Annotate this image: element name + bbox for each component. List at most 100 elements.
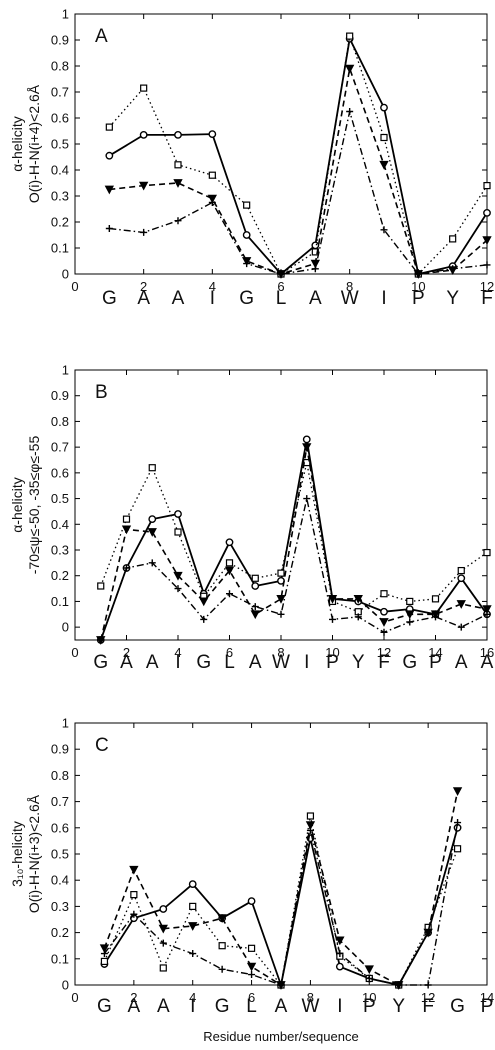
data-point-triangle xyxy=(482,605,492,614)
data-point-triangle xyxy=(207,194,217,204)
data-point-circle xyxy=(457,574,466,583)
series-line xyxy=(100,446,488,641)
x-tick-label: 16 xyxy=(480,645,494,660)
x-tick-label: 8 xyxy=(307,990,314,1005)
x-tick-label: 2 xyxy=(140,279,147,294)
data-point-circle xyxy=(225,538,234,547)
sequence-letter: W xyxy=(272,652,290,673)
data-point-square xyxy=(431,595,440,603)
y-axis-label: α-helicityO(i)-H-N(i+4)<2.6Å xyxy=(9,84,42,203)
sequence-letter: A xyxy=(249,652,262,673)
sequence-letter: A xyxy=(137,288,150,309)
data-point-triangle xyxy=(335,936,345,946)
sequence-letter: F xyxy=(378,652,390,673)
y-axis-label: α-helicity-70≤ψ≤-50, -35≤φ≤-55 xyxy=(9,436,42,575)
sequence-letter: I xyxy=(337,996,342,1017)
data-point-square xyxy=(208,171,216,179)
panel-c: 00.10.20.30.40.50.60.70.80.910 2 4 6 8 10 12 14… xyxy=(9,716,494,1018)
data-point-square xyxy=(306,812,315,820)
series-solid-circle xyxy=(100,823,462,989)
sequence-letter: F xyxy=(481,288,493,309)
data-point-plus xyxy=(140,228,148,236)
y-tick-label: 0.7 xyxy=(51,85,69,100)
sequence-letter: G xyxy=(93,652,108,673)
y-tick-label: 1 xyxy=(62,7,69,22)
series-dashed-triangle xyxy=(99,787,463,990)
data-point-circle xyxy=(139,130,148,139)
y-axis-label-line: 3₁₀-helicity xyxy=(9,821,25,887)
data-point-triangle xyxy=(276,594,286,604)
data-point-triangle xyxy=(158,924,168,934)
data-point-plus xyxy=(449,265,457,273)
panel-b: 00.10.20.30.40.50.60.70.80.910 2 4 6 8 10 12 14… xyxy=(9,363,494,674)
sequence-letter: G xyxy=(402,652,417,673)
series-line xyxy=(103,815,459,986)
y-tick-label: 0.4 xyxy=(51,163,69,178)
data-point-circle xyxy=(335,962,344,971)
data-point-plus xyxy=(454,819,462,827)
data-point-plus xyxy=(174,585,182,593)
data-point-square xyxy=(189,902,197,911)
y-tick-label: 0.8 xyxy=(51,414,69,429)
data-point-plus xyxy=(159,939,167,947)
data-point-circle xyxy=(242,231,251,239)
y-tick-label: 1 xyxy=(62,363,69,378)
series-dotted-square xyxy=(105,32,491,278)
data-point-square xyxy=(174,161,182,169)
data-point-triangle xyxy=(199,597,209,607)
data-point-square xyxy=(174,528,182,536)
sequence-letter: Y xyxy=(392,996,405,1017)
data-point-plus xyxy=(414,270,422,278)
x-tick-label: 8 xyxy=(277,645,284,660)
y-tick-label: 0.5 xyxy=(51,847,69,862)
y-axis-label: 3₁₀-helicityO(i)-H-N(i+3)<2.6Å xyxy=(9,794,42,913)
data-point-triangle xyxy=(217,914,227,924)
data-point-plus xyxy=(336,950,344,958)
series-line xyxy=(100,461,488,613)
data-point-square xyxy=(140,84,148,92)
y-tick-label: 0.5 xyxy=(51,491,69,506)
sequence-letter: Y xyxy=(446,288,459,309)
series-solid-circle xyxy=(96,435,491,644)
data-point-circle xyxy=(208,130,217,139)
data-point-plus xyxy=(130,910,138,918)
data-point-triangle xyxy=(188,922,198,931)
x-tick-label: 2 xyxy=(130,990,137,1005)
data-point-triangle xyxy=(327,594,338,604)
y-tick-label: 0.6 xyxy=(51,820,69,835)
data-point-plus xyxy=(200,615,208,623)
sequence-letter: W xyxy=(341,288,359,309)
data-point-square xyxy=(457,566,465,575)
sequence-letter: G xyxy=(102,288,117,309)
data-point-triangle xyxy=(305,821,316,831)
series-line xyxy=(109,67,488,275)
data-point-plus xyxy=(277,981,285,989)
data-point-plus xyxy=(432,613,439,621)
data-point-triangle xyxy=(104,185,115,195)
y-tick-label: 0.9 xyxy=(51,388,69,403)
panel-a: 00.10.20.30.40.50.60.70.80.910 2 4 6 8 10 12G A… xyxy=(9,7,494,310)
y-axis-label-line: O(i)-H-N(i+3)<2.6Å xyxy=(26,794,42,913)
y-axis-label-line: O(i)-H-N(i+4)<2.6Å xyxy=(26,84,42,203)
data-point-circle xyxy=(174,510,182,518)
data-point-circle xyxy=(251,582,260,590)
data-point-plus xyxy=(148,559,156,567)
series-line xyxy=(103,790,459,986)
data-point-triangle xyxy=(482,236,492,246)
data-point-square xyxy=(346,32,354,40)
y-tick-label: 0.8 xyxy=(51,59,69,74)
data-point-plus xyxy=(174,217,182,225)
y-tick-label: 0.9 xyxy=(51,33,69,48)
series-dashed-triangle xyxy=(104,64,492,279)
y-tick-label: 0.6 xyxy=(51,465,69,480)
data-point-square xyxy=(218,942,226,950)
series-dashdot-plus xyxy=(97,495,491,644)
sequence-letter: P xyxy=(412,288,425,309)
x-tick-label: 14 xyxy=(428,645,442,660)
y-tick-label: 1 xyxy=(62,716,69,731)
data-point-plus xyxy=(105,225,113,232)
data-point-square xyxy=(380,133,388,142)
data-point-plus xyxy=(354,613,362,621)
data-point-triangle xyxy=(452,787,463,796)
data-point-circle xyxy=(174,130,182,139)
